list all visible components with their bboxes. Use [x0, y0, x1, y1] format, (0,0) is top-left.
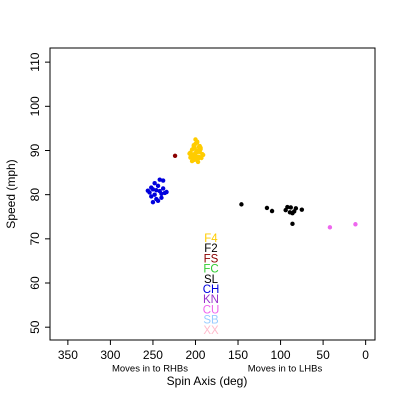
legend-entry: F2 [204, 243, 217, 255]
point [157, 177, 162, 182]
x-tick-label: 0 [362, 348, 369, 362]
point [200, 152, 206, 158]
point [290, 211, 295, 216]
point [269, 208, 275, 214]
x-tick-label: 300 [100, 348, 120, 362]
point [154, 188, 159, 193]
point [288, 205, 293, 210]
x-tick-label: 250 [143, 348, 163, 362]
y-tick-label: 50 [28, 320, 42, 334]
legend-entry: SL [204, 274, 219, 286]
legend-entry: SB [203, 315, 219, 327]
point [160, 178, 166, 183]
point [160, 186, 166, 191]
y-tick-label: 100 [28, 96, 42, 116]
legend-entry: CH [203, 284, 220, 296]
point [159, 191, 164, 196]
point [196, 154, 202, 159]
point [164, 189, 169, 195]
point [239, 202, 244, 207]
annotation: Moves in to RHBs [112, 364, 188, 375]
point [152, 192, 157, 197]
point [194, 140, 200, 145]
point [188, 155, 193, 160]
point [159, 195, 164, 200]
point [155, 183, 161, 189]
point [187, 151, 192, 156]
point [293, 206, 299, 211]
point [154, 196, 159, 202]
legend-entry: F4 [204, 233, 218, 245]
legend-entry: XX [203, 325, 219, 337]
point [191, 144, 196, 149]
point [197, 149, 202, 155]
y-tick-label: 80 [28, 188, 42, 202]
y-tick-label: 90 [28, 143, 42, 157]
legend-entry: CU [203, 304, 220, 316]
point [285, 204, 290, 210]
y-tick-label: 70 [28, 232, 42, 246]
point [172, 153, 178, 158]
point [195, 159, 201, 165]
point [193, 150, 198, 156]
x-tick-label: 150 [228, 348, 248, 362]
x-tick-label: 50 [316, 348, 330, 362]
annotation: Moves in to LHBs [248, 364, 323, 375]
legend-entry: KN [203, 294, 219, 306]
legend-entry: FC [203, 264, 218, 276]
point [299, 207, 305, 212]
x-tick-label: 200 [185, 348, 205, 362]
y-axis-label: Speed (mph) [4, 159, 18, 228]
point [198, 145, 203, 151]
legend-entry: FS [204, 253, 219, 265]
point [353, 222, 358, 227]
x-tick-label: 100 [271, 348, 291, 362]
plot-box [49, 47, 376, 341]
point [150, 199, 156, 205]
point [327, 225, 333, 230]
point [152, 180, 157, 186]
point [145, 188, 151, 193]
x-tick-label: 350 [58, 348, 78, 362]
y-tick-label: 110 [28, 52, 42, 71]
point [290, 221, 295, 227]
x-axis-label: Spin Axis (deg) [167, 374, 248, 388]
point [264, 205, 270, 211]
y-tick-label: 60 [28, 276, 42, 290]
point [149, 194, 154, 199]
point [149, 185, 154, 190]
